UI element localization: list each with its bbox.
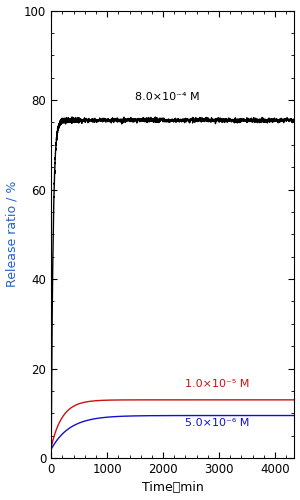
Text: 5.0×10⁻⁶ M: 5.0×10⁻⁶ M: [185, 418, 250, 428]
Text: 1.0×10⁻⁵ M: 1.0×10⁻⁵ M: [185, 378, 250, 388]
X-axis label: Time／min: Time／min: [142, 482, 204, 494]
Y-axis label: Release ratio / %: Release ratio / %: [6, 181, 19, 288]
Text: 8.0×10⁻⁴ M: 8.0×10⁻⁴ M: [135, 92, 200, 102]
